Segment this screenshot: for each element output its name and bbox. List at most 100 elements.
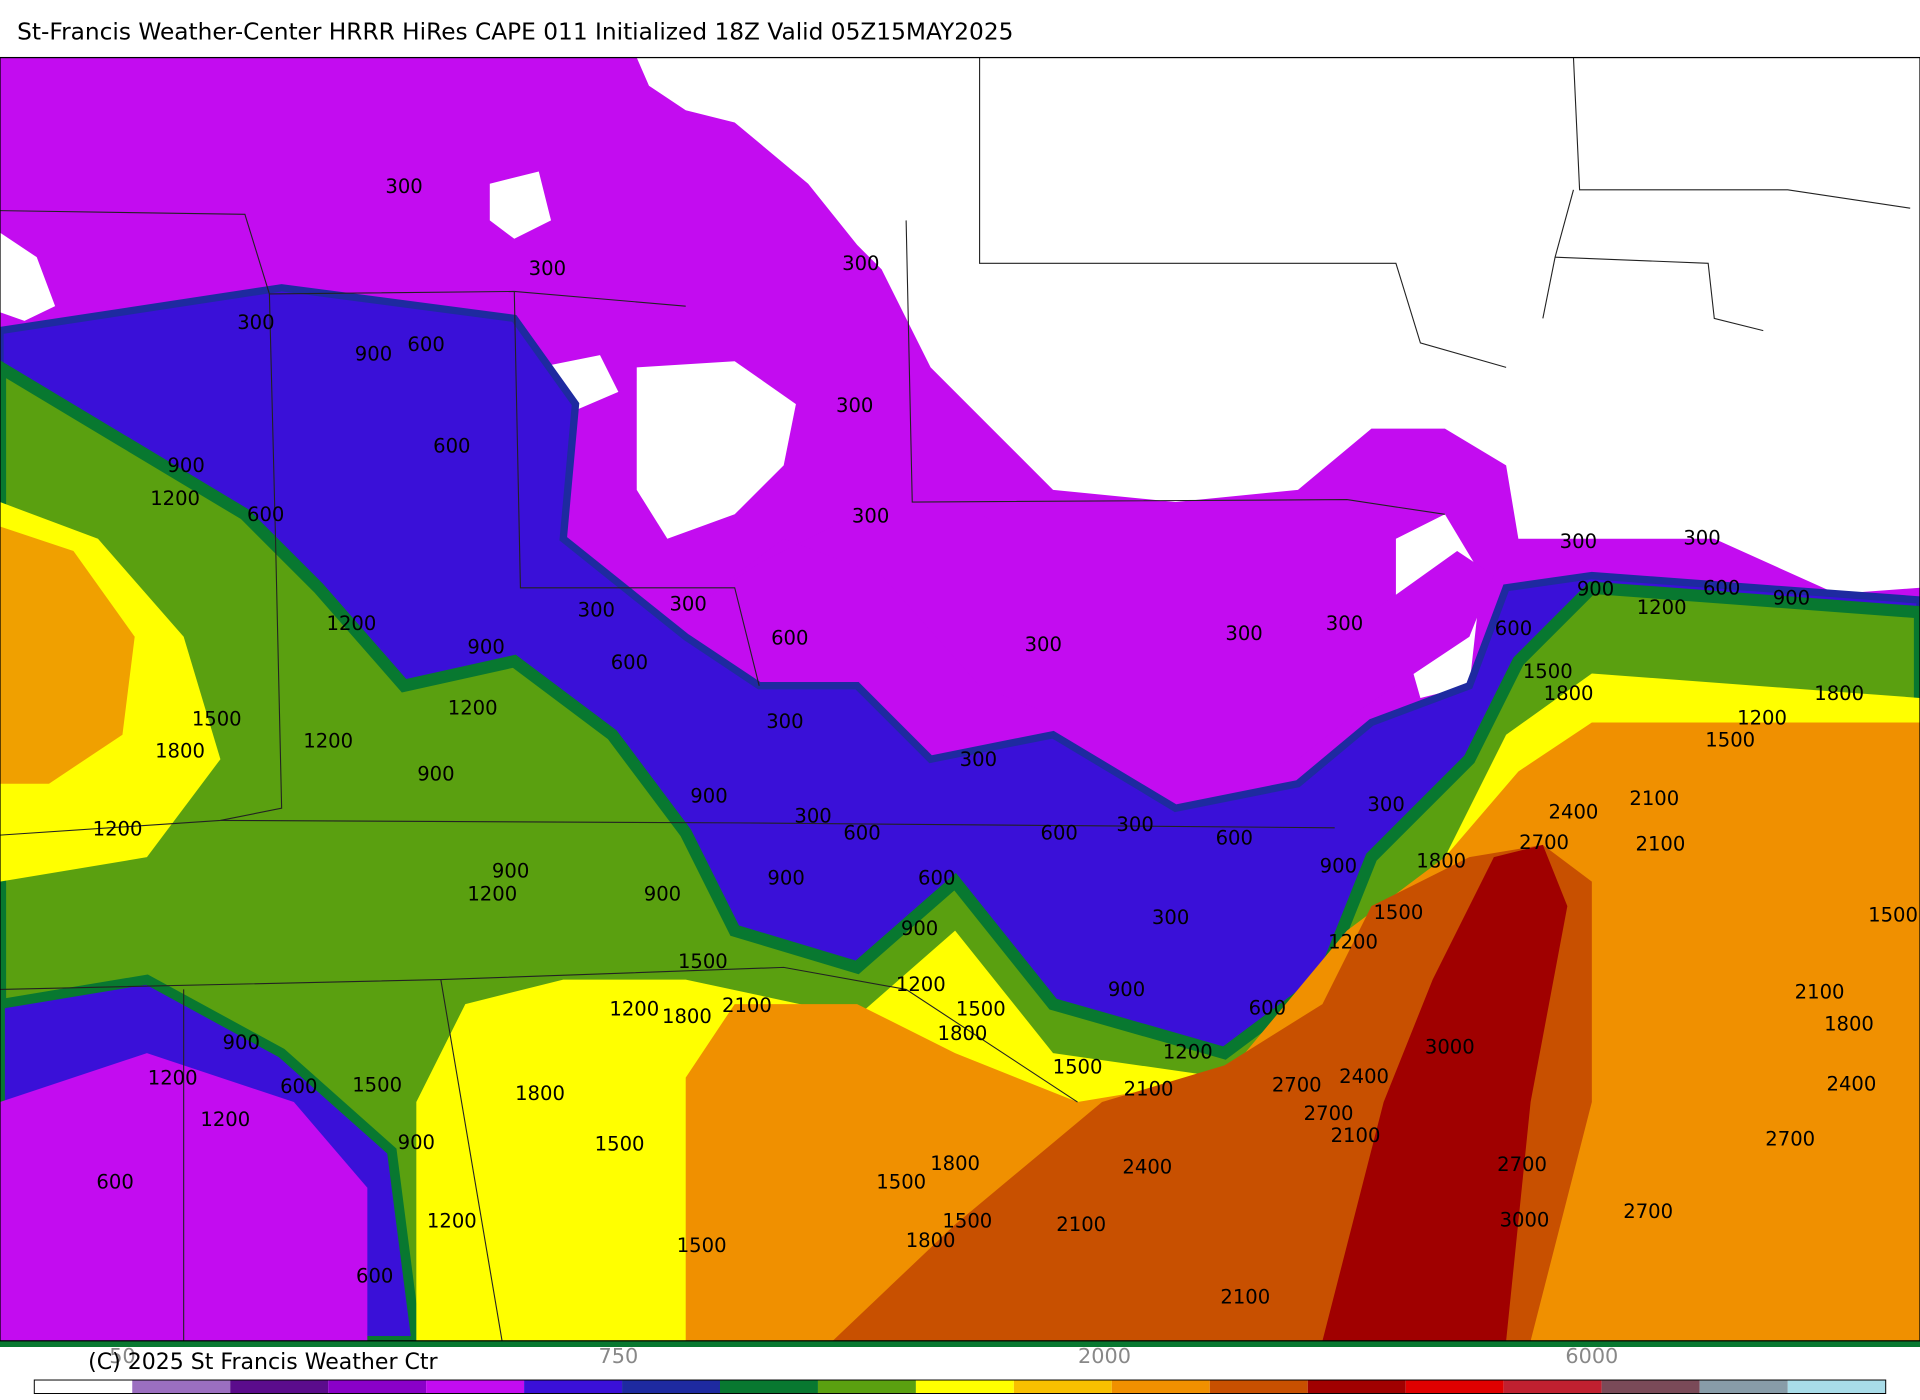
colorbar-swatch bbox=[720, 1380, 818, 1394]
cape-band-orange bbox=[0, 526, 135, 784]
contour-label: 1200 bbox=[1737, 706, 1787, 729]
contour-label: 1200 bbox=[93, 818, 143, 841]
contour-label: 900 bbox=[355, 343, 392, 366]
colorbar-swatch bbox=[622, 1380, 720, 1394]
contour-label: 900 bbox=[690, 785, 727, 808]
no-cape-area bbox=[636, 361, 796, 539]
contour-label: 600 bbox=[1249, 997, 1286, 1020]
contour-label: 300 bbox=[669, 592, 706, 615]
boundaries bbox=[0, 57, 1911, 1341]
colorbar-swatch bbox=[426, 1380, 525, 1394]
contour-label: 2100 bbox=[1629, 787, 1679, 810]
contour-label: 1200 bbox=[1637, 596, 1687, 619]
colorbar-swatch bbox=[1307, 1380, 1406, 1394]
contour-label: 1800 bbox=[1416, 850, 1466, 873]
contour-label: 2700 bbox=[1272, 1074, 1322, 1097]
contour-label: 300 bbox=[1367, 793, 1404, 816]
contour-label: 1800 bbox=[1544, 682, 1594, 705]
colorbar-swatch bbox=[817, 1380, 916, 1394]
contour-label: 900 bbox=[223, 1031, 260, 1054]
contour-label: 1800 bbox=[1814, 682, 1864, 705]
contour-label: 2400 bbox=[1549, 801, 1599, 824]
cape-band-magenta bbox=[685, 514, 1494, 784]
contour-label: 1800 bbox=[1824, 1012, 1874, 1035]
contour-label: 1200 bbox=[448, 697, 498, 720]
colorbar-label: 50 bbox=[109, 1344, 135, 1368]
contour-label: 2100 bbox=[1795, 981, 1845, 1004]
contour-label: 300 bbox=[1116, 813, 1153, 836]
colorbar-swatch bbox=[915, 1380, 1014, 1394]
contour-label: 900 bbox=[1320, 854, 1357, 877]
contour-label: 1200 bbox=[327, 612, 377, 635]
colorbar-swatch bbox=[230, 1380, 329, 1394]
colorbar-swatch bbox=[1405, 1380, 1504, 1394]
contour-label: 1500 bbox=[595, 1132, 645, 1155]
colorbar-swatch bbox=[1601, 1380, 1700, 1394]
contour-label: 300 bbox=[852, 504, 889, 527]
contour-label: 1500 bbox=[677, 1234, 727, 1257]
contour-labels: 300 300 300 600 900 300 300 600 900 1200 600 300 300… bbox=[93, 175, 1918, 1309]
contour-label: 1200 bbox=[303, 730, 353, 753]
contour-label: 300 bbox=[1025, 633, 1062, 656]
contour-label: 2100 bbox=[722, 994, 772, 1017]
contour-label: 1800 bbox=[155, 739, 205, 762]
contour-label: 600 bbox=[918, 867, 955, 890]
contour-label: 600 bbox=[96, 1170, 133, 1193]
contour-label: 300 bbox=[836, 394, 873, 417]
contour-label: 1200 bbox=[1163, 1041, 1213, 1064]
contour-label: 1200 bbox=[427, 1210, 477, 1233]
colorbar-swatch bbox=[1699, 1380, 1788, 1394]
colorbar-swatch bbox=[328, 1380, 427, 1394]
contour-label: 900 bbox=[467, 635, 504, 658]
contour-label: 600 bbox=[1040, 821, 1077, 844]
contour-label: 900 bbox=[398, 1131, 435, 1154]
contour-label: 1500 bbox=[1705, 728, 1755, 751]
contour-label: 600 bbox=[1495, 617, 1532, 640]
colorbar-swatch bbox=[34, 1380, 133, 1394]
colorbar-label: 2000 bbox=[1078, 1344, 1131, 1368]
colorbar-swatch bbox=[524, 1380, 623, 1394]
colorbar-swatch bbox=[1787, 1380, 1886, 1394]
contour-label: 300 bbox=[237, 311, 274, 334]
colorbar-swatch bbox=[1503, 1380, 1602, 1394]
contour-label: 1500 bbox=[352, 1074, 402, 1097]
contour-label: 300 bbox=[1326, 612, 1363, 635]
map-frame bbox=[0, 56, 1920, 1342]
cape-band-dark-red bbox=[1322, 844, 1568, 1341]
contour-label: 1200 bbox=[150, 487, 200, 510]
contour-label: 1500 bbox=[1053, 1055, 1103, 1078]
contour-label: 3000 bbox=[1425, 1036, 1475, 1059]
contour-label: 300 bbox=[1152, 906, 1189, 929]
contour-label: 1500 bbox=[1373, 901, 1423, 924]
contour-label: 300 bbox=[842, 252, 879, 275]
title: St-Francis Weather-Center HRRR HiRes CAP… bbox=[17, 19, 1013, 46]
contour-label: 1200 bbox=[1328, 930, 1378, 953]
contour-label: 300 bbox=[766, 710, 803, 733]
contour-label: 900 bbox=[1577, 578, 1614, 601]
contour-label: 1500 bbox=[942, 1210, 992, 1233]
colorbar: 50 750 2000 6000 bbox=[33, 1344, 1887, 1394]
contour-label: 1200 bbox=[896, 973, 946, 996]
contour-label: 600 bbox=[771, 627, 808, 650]
contour-label: 300 bbox=[385, 175, 422, 198]
contour-label: 600 bbox=[843, 821, 880, 844]
contour-label: 900 bbox=[644, 883, 681, 906]
map-area: 300 300 300 600 900 300 300 600 900 1200 600 300 300… bbox=[0, 57, 1920, 1347]
colorbar-label: 6000 bbox=[1565, 1344, 1618, 1368]
contour-label: 1200 bbox=[148, 1066, 198, 1089]
contour-label: 1200 bbox=[467, 883, 517, 906]
contour-label: 1500 bbox=[1523, 660, 1573, 683]
contour-label: 2100 bbox=[1124, 1077, 1174, 1100]
contour-label: 1800 bbox=[515, 1082, 565, 1105]
contour-label: 2100 bbox=[1331, 1124, 1381, 1147]
contour-label: 600 bbox=[407, 333, 444, 356]
contour-label: 300 bbox=[1225, 622, 1262, 645]
contour-label: 300 bbox=[578, 599, 615, 622]
colorbar-frame bbox=[33, 1379, 1887, 1394]
contour-label: 300 bbox=[960, 748, 997, 771]
contour-label: 1500 bbox=[1868, 903, 1918, 926]
contour-label: 900 bbox=[1773, 586, 1810, 609]
contour-label: 3000 bbox=[1500, 1208, 1550, 1231]
contour-label: 600 bbox=[247, 503, 284, 526]
contour-label: 600 bbox=[611, 651, 648, 674]
